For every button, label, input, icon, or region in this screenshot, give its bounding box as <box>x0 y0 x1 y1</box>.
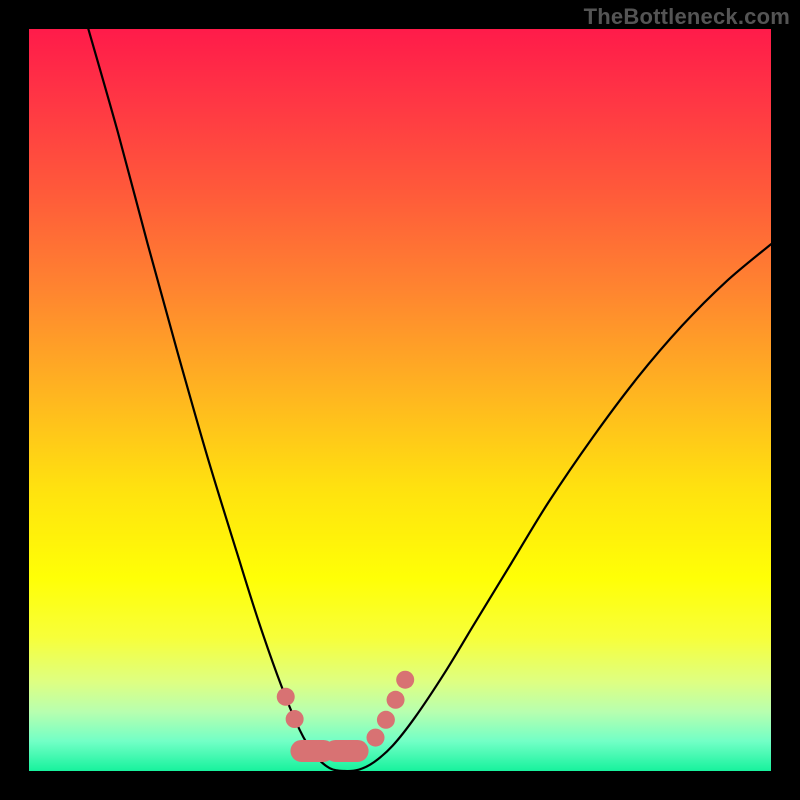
marker-dot <box>277 688 295 706</box>
marker-dot <box>377 711 395 729</box>
marker-dot <box>286 710 304 728</box>
marker-dot <box>367 729 385 747</box>
watermark-text: TheBottleneck.com <box>584 4 790 30</box>
marker-dot <box>396 671 414 689</box>
chart-inner <box>29 29 771 771</box>
marker-pill <box>325 740 369 762</box>
chart-stage: TheBottleneck.com <box>0 0 800 800</box>
bottleneck-curve-chart <box>29 29 771 771</box>
marker-dot <box>387 691 405 709</box>
